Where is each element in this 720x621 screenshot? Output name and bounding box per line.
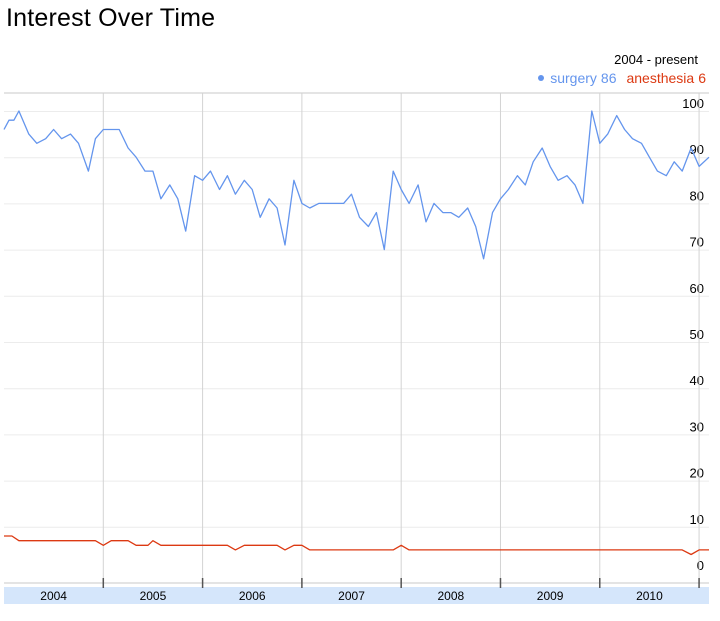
x-tick-label: 2010 [636, 589, 663, 603]
time-axis-band [4, 587, 709, 604]
chart-legend: surgery 86 anesthesia 6 [538, 70, 706, 86]
y-tick-label: 50 [690, 327, 704, 342]
legend-item-anesthesia: anesthesia 6 [626, 70, 706, 86]
legend-item-surgery: surgery 86 [538, 70, 616, 86]
y-tick-label: 30 [690, 419, 704, 434]
series-line-surgery [3, 110, 710, 260]
chart-title: Interest Over Time [6, 4, 216, 32]
x-tick-label: 2008 [437, 589, 464, 603]
legend-series-name: anesthesia [626, 70, 695, 86]
y-tick-label: 100 [682, 96, 704, 111]
x-tick-label: 2009 [537, 589, 564, 603]
y-tick-label: 40 [690, 373, 704, 388]
legend-series-name: surgery [550, 70, 597, 86]
y-tick-label: 10 [690, 512, 704, 527]
date-range-label: 2004 - present [614, 52, 698, 67]
legend-series-value: 6 [698, 70, 706, 86]
y-tick-label: 70 [690, 235, 704, 250]
legend-series-value: 86 [600, 70, 617, 86]
series-line-anesthesia [4, 535, 709, 556]
legend-marker [538, 75, 545, 81]
y-tick-label: 20 [690, 466, 704, 481]
x-tick-label: 2005 [140, 589, 167, 603]
x-tick-label: 2004 [40, 589, 67, 603]
y-tick-label: 0 [697, 558, 704, 573]
x-tick-label: 2007 [338, 589, 365, 603]
x-tick-label: 2006 [239, 589, 266, 603]
y-tick-label: 80 [690, 188, 704, 203]
y-tick-label: 60 [690, 281, 704, 296]
